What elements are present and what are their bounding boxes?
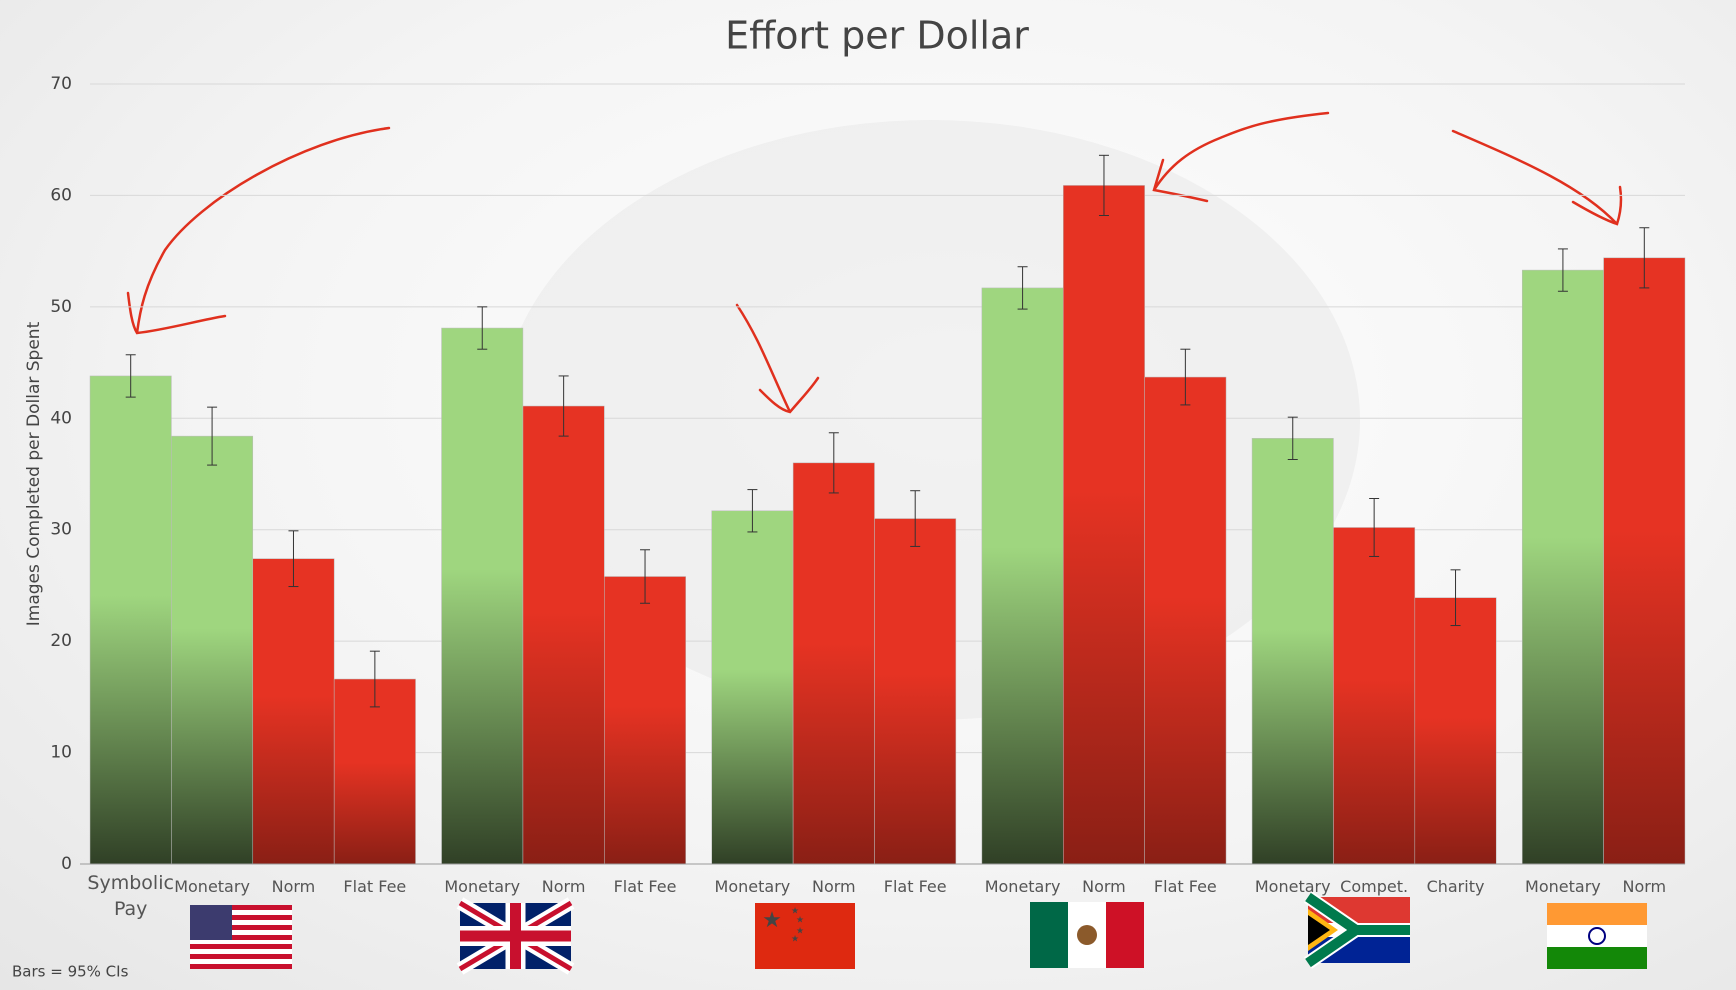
- x-tick-label: Monetary: [174, 877, 250, 896]
- footnote: Bars = 95% CIs: [12, 963, 129, 981]
- error-bar: [1287, 416, 1298, 461]
- y-tick-label: 30: [50, 520, 72, 540]
- bar: [441, 327, 524, 865]
- x-tick-label: Norm: [541, 877, 586, 896]
- error-bar: [1017, 266, 1028, 310]
- x-tick-label: Monetary: [444, 877, 521, 896]
- y-tick-label: 20: [50, 631, 72, 651]
- error-bar: [558, 375, 569, 437]
- flags: ★ ★★★★: [190, 891, 1647, 975]
- annotation-arrows: [126, 111, 1623, 414]
- svg-text:★: ★: [796, 927, 804, 937]
- error-bar: [207, 406, 218, 466]
- svg-text:★: ★: [762, 908, 782, 933]
- error-bar: [828, 432, 839, 494]
- x-tick-label: Flat Fee: [613, 877, 677, 896]
- error-bar: [477, 306, 488, 350]
- svg-text:★: ★: [791, 907, 799, 917]
- x-tick-label: Flat Fee: [1153, 877, 1217, 896]
- error-bar: [1557, 248, 1568, 292]
- y-axis-label: Images Completed per Dollar Spent: [24, 321, 44, 626]
- bar: [522, 405, 605, 865]
- error-bar: [369, 650, 380, 708]
- bar: [1414, 597, 1497, 865]
- error-bar: [1180, 348, 1191, 406]
- bar: [252, 558, 335, 865]
- x-tick-label: Charity: [1426, 877, 1485, 896]
- y-tick-label: 60: [50, 185, 72, 205]
- flag-mexico: [1030, 902, 1144, 968]
- x-tick-label: Compet.: [1340, 877, 1409, 896]
- error-bar: [640, 549, 651, 604]
- flag-india: [1547, 903, 1647, 969]
- svg-text:★: ★: [796, 916, 804, 926]
- bar: [874, 518, 957, 865]
- error-bar: [1639, 227, 1650, 289]
- flag-south-africa: [1304, 891, 1410, 969]
- error-bar: [1450, 569, 1461, 627]
- bar: [981, 287, 1064, 865]
- x-tick-label: Flat Fee: [343, 877, 407, 896]
- y-tick-label: 10: [50, 743, 72, 763]
- bar: [333, 678, 416, 865]
- y-tick-label: 0: [61, 854, 72, 874]
- bar: [1603, 257, 1686, 865]
- error-bar: [910, 490, 921, 547]
- chart-title: Effort per Dollar: [725, 14, 1029, 58]
- x-tick-label: Monetary: [984, 877, 1061, 896]
- bar: [171, 435, 254, 865]
- bar: [1521, 269, 1604, 865]
- bar: [604, 576, 686, 865]
- bar: [711, 510, 794, 865]
- x-tick-label: Norm: [1082, 877, 1126, 896]
- svg-text:★: ★: [791, 935, 799, 945]
- y-tick-label: 70: [50, 74, 72, 94]
- bar: [1333, 527, 1416, 865]
- x-tick-label: Norm: [811, 877, 856, 896]
- flag-usa: [190, 905, 292, 969]
- y-tick-label: 40: [50, 408, 72, 428]
- bar: [1251, 438, 1334, 865]
- error-bar: [747, 489, 758, 533]
- flag-uk: [456, 897, 575, 975]
- x-tick-label: Monetary: [1525, 877, 1601, 896]
- x-tick-label: Norm: [1622, 877, 1667, 896]
- x-tick-label: Monetary: [714, 877, 791, 896]
- error-bar: [1098, 154, 1109, 216]
- flag-china: ★ ★★★★: [755, 903, 855, 969]
- bar: [792, 462, 875, 865]
- x-tick-label: Monetary: [1254, 877, 1331, 896]
- bar: [1063, 185, 1145, 865]
- error-bar: [125, 354, 136, 398]
- y-tick-label: 50: [50, 297, 72, 317]
- x-tick-label: Symbolic Pay: [87, 872, 174, 920]
- bar: [1144, 376, 1227, 865]
- error-bar: [1369, 498, 1380, 557]
- x-tick-label: Flat Fee: [883, 877, 947, 896]
- x-tick-label: Norm: [271, 877, 316, 896]
- error-bar: [288, 530, 299, 588]
- bar: [89, 375, 172, 865]
